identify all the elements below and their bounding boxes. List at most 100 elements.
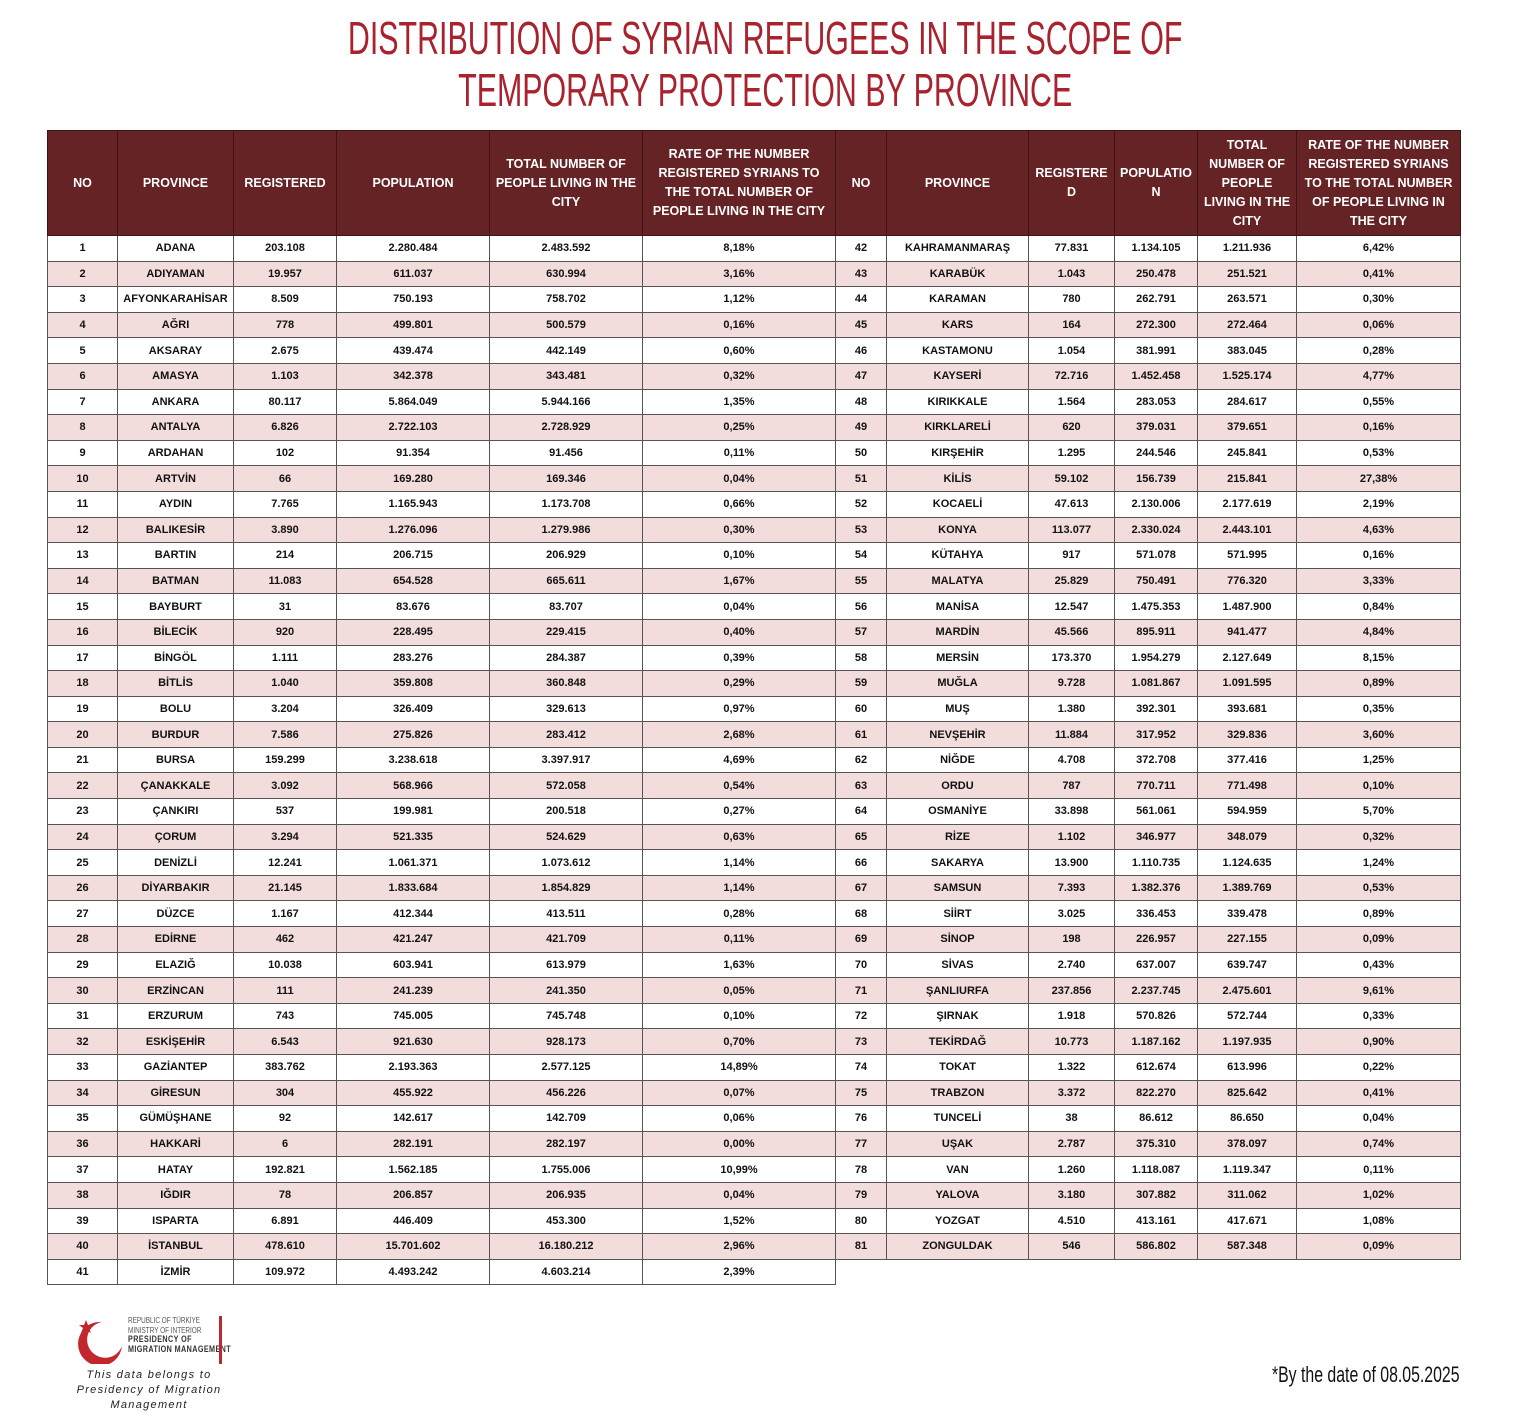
table-cell: 442.149: [489, 337, 643, 364]
table-cell: 928.173: [489, 1028, 643, 1055]
table-row: 21 BURSA 159.299 3.238.618 3.397.917 4,69%: [47, 746, 836, 774]
table-cell: 0,11%: [642, 439, 836, 467]
table-cell: ARTVİN: [117, 465, 234, 492]
table-cell: 83.707: [489, 593, 643, 620]
table-cell: 65: [835, 823, 887, 851]
table-cell: 521.335: [336, 823, 490, 851]
table-cell: 1.954.279: [1114, 644, 1198, 672]
table-row: 23 ÇANKIRI 537 199.981 200.518 0,27%: [47, 798, 836, 825]
table-body: 1 ADANA 203.108 2.280.484 2.483.592 8,18% 2 ADI…: [47, 235, 836, 1286]
table-cell: GÜMÜŞHANE: [117, 1105, 234, 1132]
table-cell: 2.193.363: [336, 1054, 490, 1081]
table-cell: 1.276.096: [336, 516, 490, 544]
table-cell: DÜZCE: [117, 900, 234, 928]
table-cell: 1,67%: [642, 567, 836, 595]
table-cell: ÇORUM: [117, 823, 234, 851]
table-row: 37 HATAY 192.821 1.562.185 1.755.006 10,99%: [47, 1156, 836, 1183]
table-cell: 383.045: [1197, 337, 1297, 364]
table-row: 58 MERSİN 173.370 1.954.279 2.127.649 8,15%: [835, 644, 1461, 672]
table-cell: 12.241: [233, 849, 337, 876]
table-cell: 0,04%: [642, 1181, 836, 1209]
table-cell: 214: [233, 542, 337, 569]
table-row: 15 BAYBURT 31 83.676 83.707 0,04%: [47, 593, 836, 620]
table-cell: 4,77%: [1296, 362, 1461, 390]
table-cell: 603.941: [336, 951, 490, 979]
table-row: 47 KAYSERİ 72.716 1.452.458 1.525.174 4,77%: [835, 362, 1461, 390]
table-cell: 159.299: [233, 746, 337, 774]
table-cell: 0,10%: [1296, 772, 1461, 800]
table-cell: 336.453: [1114, 900, 1198, 928]
table-cell: 1.487.900: [1197, 593, 1297, 620]
table-cell: 80: [835, 1207, 887, 1235]
table-cell: 4,69%: [642, 746, 836, 774]
table-cell: 49: [835, 414, 887, 441]
table-cell: 570.826: [1114, 1002, 1198, 1030]
table-cell: UŞAK: [886, 1130, 1029, 1158]
table-cell: ERZİNCAN: [117, 977, 234, 1004]
header-cell: TOTAL NUMBER OF PEOPLE LIVING IN THE CIT…: [489, 130, 643, 236]
table-cell: 630.994: [489, 260, 643, 288]
table-cell: 0,97%: [642, 695, 836, 723]
table-cell: 3,60%: [1296, 721, 1461, 748]
table-cell: 1.564: [1028, 388, 1115, 416]
table-cell: 74: [835, 1054, 887, 1081]
table-cell: 776.320: [1197, 567, 1297, 595]
table-cell: SİNOP: [886, 926, 1029, 953]
table-cell: MUŞ: [886, 695, 1029, 723]
table-cell: 343.481: [489, 362, 643, 390]
table-cell: ANKARA: [117, 388, 234, 416]
table-cell: 206.857: [336, 1181, 490, 1209]
table-row: 13 BARTIN 214 206.715 206.929 0,10%: [47, 542, 836, 569]
table-cell: 4.510: [1028, 1207, 1115, 1235]
table-cell: IĞDIR: [117, 1181, 234, 1209]
table-row: 55 MALATYA 25.829 750.491 776.320 3,33%: [835, 567, 1461, 595]
table-cell: 3.025: [1028, 900, 1115, 928]
table-cell: 359.808: [336, 670, 490, 697]
table-cell: 1.081.867: [1114, 670, 1198, 697]
table-cell: MALATYA: [886, 567, 1029, 595]
table-cell: 16: [47, 618, 118, 646]
table-cell: 453.300: [489, 1207, 643, 1235]
table-row: 51 KİLİS 59.102 156.739 215.841 27,38%: [835, 465, 1461, 492]
table-cell: YALOVA: [886, 1181, 1029, 1209]
table-cell: 40: [47, 1233, 118, 1260]
table-cell: 0,39%: [642, 644, 836, 672]
table-cell: 111: [233, 977, 337, 1004]
table-cell: 2.130.006: [1114, 490, 1198, 518]
table-cell: 31: [233, 593, 337, 620]
table-cell: ADIYAMAN: [117, 260, 234, 288]
table-cell: 0,53%: [1296, 874, 1461, 902]
table-cell: 56: [835, 593, 887, 620]
table-row: 76 TUNCELİ 38 86.612 86.650 0,04%: [835, 1105, 1461, 1132]
table-cell: 11.083: [233, 567, 337, 595]
table-cell: 0,04%: [642, 593, 836, 620]
table-cell: 4.603.214: [489, 1258, 643, 1286]
table-cell: 0,09%: [1296, 1233, 1461, 1260]
table-cell: 920: [233, 618, 337, 646]
table-cell: 71: [835, 977, 887, 1004]
table-cell: 64: [835, 798, 887, 825]
table-cell: 456.226: [489, 1079, 643, 1107]
table-cell: 917: [1028, 542, 1115, 569]
table-cell: 0,54%: [642, 772, 836, 800]
table-cell: 9.728: [1028, 670, 1115, 697]
table-cell: KIRŞEHİR: [886, 439, 1029, 467]
table-row: 24 ÇORUM 3.294 521.335 524.629 0,63%: [47, 823, 836, 851]
table-cell: 22: [47, 772, 118, 800]
table-cell: 227.155: [1197, 926, 1297, 953]
table-row: 77 UŞAK 2.787 375.310 378.097 0,74%: [835, 1130, 1461, 1158]
table-row: 60 MUŞ 1.380 392.301 393.681 0,35%: [835, 695, 1461, 723]
table-cell: 2.577.125: [489, 1054, 643, 1081]
table-row: 18 BİTLİS 1.040 359.808 360.848 0,29%: [47, 670, 836, 697]
table-cell: 780: [1028, 286, 1115, 313]
table-cell: 921.630: [336, 1028, 490, 1055]
table-cell: RİZE: [886, 823, 1029, 851]
table-cell: KONYA: [886, 516, 1029, 544]
table-cell: 2,19%: [1296, 490, 1461, 518]
logo-line: MINISTRY OF INTERIOR: [128, 1325, 202, 1335]
table-row: 2 ADIYAMAN 19.957 611.037 630.994 3,16%: [47, 260, 836, 288]
title: DISTRIBUTION OF SYRIAN REFUGEES IN THE S…: [0, 12, 1530, 116]
table-cell: 67: [835, 874, 887, 902]
table-cell: 284.617: [1197, 388, 1297, 416]
table-cell: 758.702: [489, 286, 643, 313]
